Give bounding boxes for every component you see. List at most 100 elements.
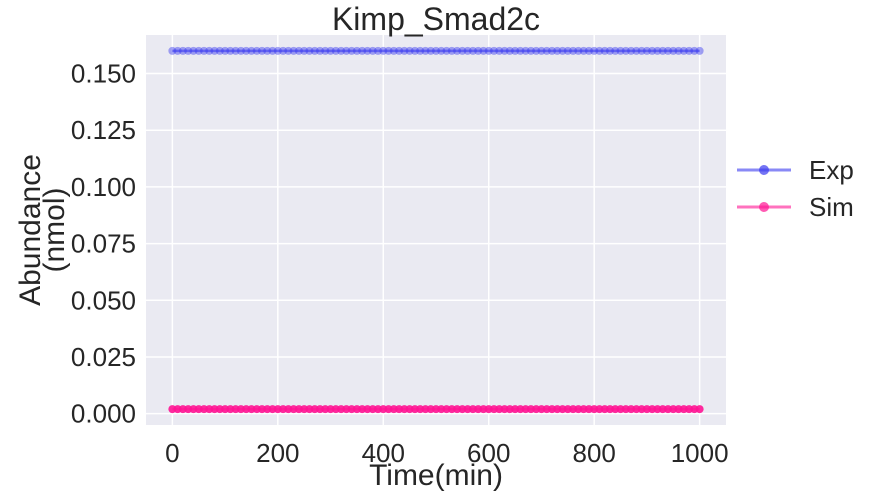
legend-label-exp: Exp <box>809 155 854 185</box>
data-point <box>326 46 335 55</box>
data-point <box>542 46 551 55</box>
data-point <box>231 46 240 55</box>
data-point <box>210 46 219 55</box>
data-point <box>400 46 409 55</box>
data-point <box>374 46 382 55</box>
data-point <box>505 46 514 55</box>
x-tick-label: 400 <box>362 438 405 468</box>
data-point <box>627 46 636 55</box>
data-point <box>526 46 535 55</box>
data-point <box>300 46 309 55</box>
data-point <box>321 46 330 55</box>
data-point <box>395 46 404 55</box>
data-point <box>258 46 266 55</box>
series-sim <box>168 405 704 414</box>
data-point <box>358 46 367 55</box>
data-point <box>447 46 456 55</box>
legend-marker-sim <box>759 202 769 212</box>
x-tick-label: 600 <box>467 438 510 468</box>
data-point <box>468 46 477 55</box>
data-point <box>574 46 583 55</box>
data-point <box>674 46 683 55</box>
x-tick-label: 0 <box>165 438 179 468</box>
y-axis-title-line-1: Abundance <box>14 154 47 306</box>
data-point <box>679 46 688 55</box>
data-point <box>305 46 314 55</box>
data-point <box>516 46 525 55</box>
y-axis-title-line-2: (nmol) <box>38 187 71 272</box>
data-point <box>495 46 504 55</box>
data-point <box>595 46 604 55</box>
data-point <box>658 46 667 55</box>
data-point <box>569 46 578 55</box>
grid <box>146 35 726 425</box>
data-point <box>606 46 614 55</box>
data-point <box>653 46 662 55</box>
data-point <box>368 46 377 55</box>
data-point <box>294 46 303 55</box>
data-point <box>421 46 430 55</box>
data-point <box>537 46 546 55</box>
legend-marker-exp <box>759 165 769 175</box>
y-tick-label: 0.125 <box>71 115 136 145</box>
data-point <box>690 46 699 55</box>
data-point <box>579 46 588 55</box>
data-point <box>648 46 657 55</box>
data-point <box>226 46 235 55</box>
data-point <box>189 46 198 55</box>
y-tick-label: 0.025 <box>71 342 136 372</box>
data-point <box>432 46 440 55</box>
data-point <box>252 46 261 55</box>
y-tick-label: 0.075 <box>71 229 136 259</box>
data-point <box>173 46 182 55</box>
data-point <box>511 46 520 55</box>
data-point <box>669 46 678 55</box>
data-point <box>168 46 177 55</box>
data-point <box>389 46 398 55</box>
y-tick-label: 0.050 <box>71 285 136 315</box>
data-point <box>584 46 593 55</box>
data-point <box>490 46 498 55</box>
data-point <box>379 46 388 55</box>
data-point <box>458 46 467 55</box>
data-point <box>548 46 556 55</box>
data-point <box>200 46 208 55</box>
x-tick-label: 800 <box>572 438 615 468</box>
data-point <box>352 46 361 55</box>
data-point <box>558 46 567 55</box>
data-point <box>426 46 435 55</box>
data-point <box>521 46 530 55</box>
data-point <box>279 46 288 55</box>
data-point <box>600 46 609 55</box>
data-point <box>331 46 340 55</box>
data-point <box>621 46 630 55</box>
chart-title: Kimp_Smad2c <box>332 1 540 37</box>
data-point <box>553 46 562 55</box>
data-point <box>342 46 351 55</box>
data-point <box>289 46 298 55</box>
data-point <box>363 46 372 55</box>
data-point <box>590 46 599 55</box>
data-point <box>215 46 224 55</box>
data-point <box>247 46 256 55</box>
y-axis-title: Abundance (nmol) <box>14 154 71 306</box>
data-point <box>347 46 356 55</box>
data-point <box>416 46 425 55</box>
data-point <box>685 46 694 55</box>
data-point <box>410 46 419 55</box>
data-point <box>484 46 493 55</box>
y-tick-label: 0.100 <box>71 172 136 202</box>
data-point <box>236 46 245 55</box>
data-point <box>194 46 203 55</box>
data-point <box>500 46 509 55</box>
y-tick-label: 0.000 <box>71 399 136 429</box>
data-point <box>316 46 324 55</box>
data-point <box>178 46 187 55</box>
data-point <box>563 46 572 55</box>
data-point <box>337 46 346 55</box>
data-point <box>284 46 293 55</box>
data-point <box>695 46 704 55</box>
plot-area <box>146 35 726 425</box>
legend-label-sim: Sim <box>809 192 854 222</box>
x-tick-label: 200 <box>256 438 299 468</box>
